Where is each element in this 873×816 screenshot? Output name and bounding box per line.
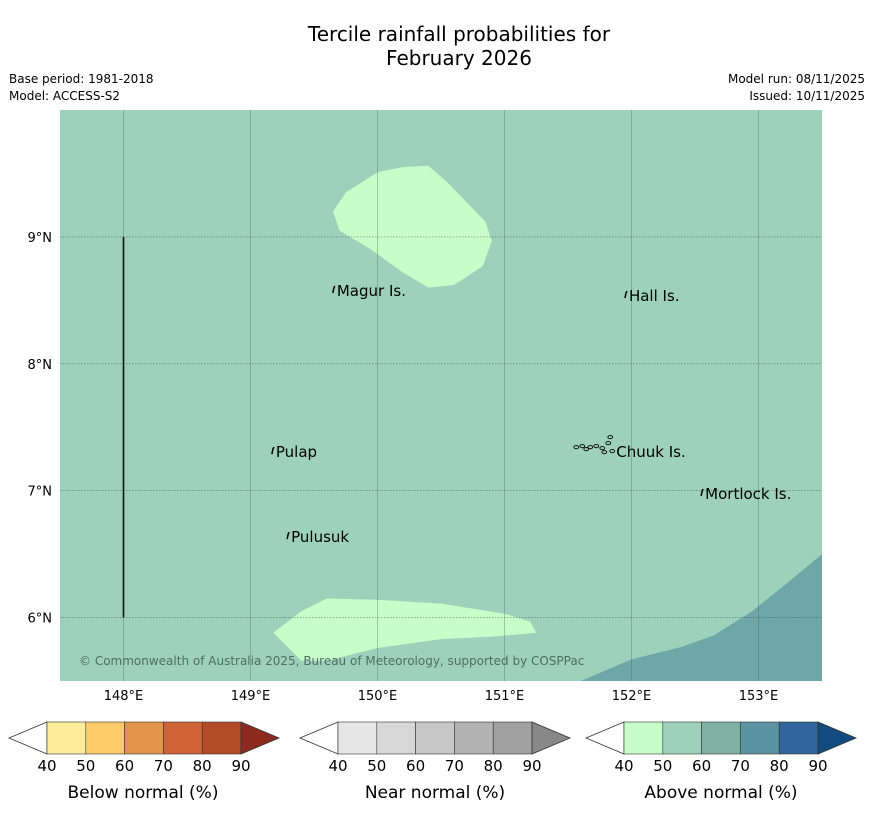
islet-1 — [579, 444, 586, 449]
colorbar-tick-90: 90 — [522, 757, 541, 775]
islet-7 — [607, 435, 614, 440]
tick-label-lon-150: 150°E — [358, 689, 398, 704]
colorbar-tick-40: 40 — [328, 757, 347, 775]
place-label-hall-is: Hall Is. — [629, 287, 680, 305]
island-mortlock-is-shape — [700, 488, 704, 497]
colorbar-tick-70: 70 — [731, 757, 750, 775]
islet-8 — [609, 449, 616, 454]
tick-label-lat-6: 6°N — [28, 612, 53, 627]
tick-label-lon-149: 149°E — [231, 689, 271, 704]
figure-title: Tercile rainfall probabilities for Febru… — [0, 22, 873, 70]
colorbar-segment-80 — [778, 721, 819, 755]
colorbar-extend-low — [584, 721, 625, 755]
colorbar-segment-60 — [124, 721, 164, 755]
copyright-notice: © Commonwealth of Australia 2025, Bureau… — [79, 654, 584, 668]
colorbar-label: Below normal (%) — [68, 783, 219, 803]
colorbar-segment-40 — [46, 721, 87, 755]
colorbar-tick-60: 60 — [406, 757, 425, 775]
islet-0 — [573, 445, 580, 450]
colorbar-extend-high — [240, 721, 281, 755]
tick-label-lon-148: 148°E — [104, 689, 144, 704]
colorbar-segment-40 — [623, 721, 664, 755]
island-chuuk-is-shape — [573, 435, 616, 455]
colorbar-tick-90: 90 — [808, 757, 827, 775]
colorbar-above-normal: 40 50 60 70 80 90 Above normal (%) — [584, 721, 858, 803]
island-hall-is-shape — [624, 290, 628, 299]
issued-date: Issued: 10/11/2025 — [749, 89, 865, 103]
colorbar-segment-50 — [662, 721, 702, 755]
colorbar-tick-90: 90 — [231, 757, 250, 775]
base-period: Base period: 1981-2018 — [9, 72, 154, 86]
colorbar-segment-80 — [492, 721, 533, 755]
colorbar-segment-60 — [415, 721, 455, 755]
colorbar-segment-70 — [163, 721, 203, 755]
place-label-pulusuk: Pulusuk — [291, 528, 349, 546]
region-above-60-70-southeast — [580, 554, 822, 681]
tick-label-lon-153: 153°E — [739, 689, 779, 704]
colorbar-tick-50: 50 — [653, 757, 672, 775]
model-run: Model run: 08/11/2025 — [727, 72, 865, 86]
colorbar-tick-70: 70 — [154, 757, 173, 775]
islet-5 — [599, 446, 606, 451]
colorbar-segment-50 — [376, 721, 416, 755]
probability-regions — [273, 165, 822, 681]
colorbar-tick-40: 40 — [614, 757, 633, 775]
place-label-mortlock-is: Mortlock Is. — [705, 485, 791, 503]
islet-3 — [587, 445, 594, 450]
region-above-40-50-south — [273, 598, 537, 661]
tick-label-lon-151: 151°E — [485, 689, 525, 704]
island-pulap-shape — [271, 446, 275, 455]
place-label-magur-is: Magur Is. — [337, 282, 406, 300]
colorbar-near-normal: 40 50 60 70 80 90 Near normal (%) — [298, 721, 572, 803]
tick-label-lat-8: 8°N — [28, 358, 53, 373]
colorbar-tick-80: 80 — [770, 757, 789, 775]
colorbar-tick-70: 70 — [445, 757, 464, 775]
place-label-pulap: Pulap — [276, 443, 317, 461]
colorbar-extend-high — [817, 721, 858, 755]
colorbar-tick-60: 60 — [115, 757, 134, 775]
colorbar-segment-70 — [740, 721, 780, 755]
island-magur-is-shape — [332, 285, 336, 294]
island-pulusuk-shape — [286, 531, 290, 540]
title-line-1: Tercile rainfall probabilities for — [307, 22, 611, 46]
colorbar-tick-60: 60 — [692, 757, 711, 775]
colorbar-label: Near normal (%) — [365, 783, 505, 803]
colorbar-segment-50 — [85, 721, 125, 755]
meta-right: Model run: 08/11/2025 Issued: 10/11/2025 — [728, 71, 865, 105]
title-line-2: February 2026 — [386, 46, 532, 70]
tick-label-lon-152: 152°E — [612, 689, 652, 704]
colorbar-segment-60 — [701, 721, 741, 755]
colorbar-tick-80: 80 — [193, 757, 212, 775]
meta-left: Base period: 1981-2018 Model: ACCESS-S2 — [9, 71, 154, 105]
colorbar-extend-high — [531, 721, 572, 755]
islet-6 — [605, 441, 612, 446]
colorbar-tick-50: 50 — [367, 757, 386, 775]
islet-2 — [583, 447, 590, 452]
colorbar-extend-low — [7, 721, 48, 755]
tick-label-lat-9: 9°N — [28, 231, 53, 246]
region-above-40-50-north — [333, 165, 492, 288]
colorbar-extend-low — [298, 721, 339, 755]
colorbar-below-normal: 40 50 60 70 80 90 Below normal (%) — [7, 721, 281, 803]
place-label-chuuk-is: Chuuk Is. — [616, 443, 685, 461]
colorbar-tick-80: 80 — [484, 757, 503, 775]
colorbar-segment-40 — [337, 721, 378, 755]
colorbar-tick-50: 50 — [76, 757, 95, 775]
colorbar-tick-40: 40 — [37, 757, 56, 775]
model-name: Model: ACCESS-S2 — [9, 89, 121, 103]
colorbar-segment-80 — [201, 721, 242, 755]
tick-label-lat-7: 7°N — [28, 485, 53, 500]
colorbar-label: Above normal (%) — [644, 783, 797, 803]
islet-4 — [593, 444, 600, 449]
islet-9 — [601, 450, 608, 455]
colorbar-segment-70 — [454, 721, 494, 755]
